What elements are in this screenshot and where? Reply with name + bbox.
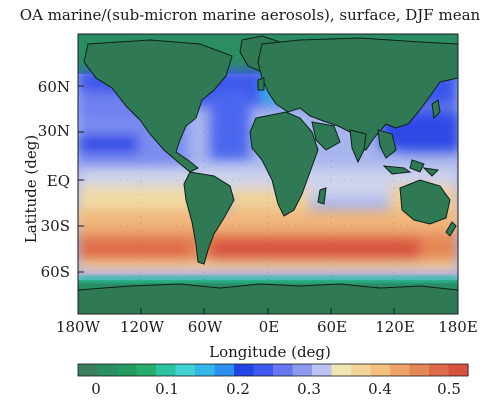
colorbar-swatch: [117, 364, 138, 376]
colorbar-swatch: [234, 364, 255, 376]
lon-tick-180e: 180E: [438, 318, 478, 336]
colorbar-swatch: [175, 364, 196, 376]
axis-ticks: [78, 85, 395, 314]
lon-tick-60w: 60W: [187, 318, 223, 336]
lat-tick-30s: 30S: [40, 217, 70, 235]
colorbar-tick-0.4: 0.4: [368, 380, 392, 398]
lat-tick-60n: 60N: [37, 78, 70, 96]
colorbar-swatch: [97, 364, 118, 376]
lon-tick-60e: 60E: [316, 318, 348, 336]
colorbar-swatch: [429, 364, 450, 376]
colorbar-swatch: [331, 364, 352, 376]
colorbar-tick-0.5: 0.5: [437, 380, 461, 398]
colorbar-swatch: [390, 364, 411, 376]
colorbar-swatch: [312, 364, 333, 376]
colorbar-swatch: [273, 364, 294, 376]
lat-tick-eq: EQ: [46, 172, 70, 190]
figure-title: OA marine/(sub-micron marine aerosols), …: [19, 6, 481, 24]
colorbar-swatch: [214, 364, 235, 376]
map-plot-area: [78, 34, 458, 314]
lon-tick-120e: 120E: [375, 318, 415, 336]
colorbar-swatch: [448, 364, 469, 376]
colorbar-swatch: [136, 364, 157, 376]
colorbar-tick-0.2: 0.2: [226, 380, 250, 398]
lat-tick-30n: 30N: [37, 122, 70, 140]
colorbar-swatch: [156, 364, 177, 376]
colorbar-swatch: [409, 364, 430, 376]
lon-tick-180w: 180W: [55, 318, 101, 336]
colorbar-swatch: [351, 364, 372, 376]
lon-tick-0e: 0E: [258, 318, 280, 336]
colorbar-swatch: [78, 364, 99, 376]
colorbar-frame: [77, 363, 469, 377]
lat-tick-60s: 60S: [40, 263, 70, 281]
colorbar-swatch: [292, 364, 313, 376]
colorbar-swatch: [195, 364, 216, 376]
colorbar-tick-0.3: 0.3: [297, 380, 321, 398]
lon-tick-120w: 120W: [119, 318, 165, 336]
colorbar-tick-0.1: 0.1: [155, 380, 179, 398]
colorbar-tick-0: 0: [91, 380, 101, 398]
land-masses: [78, 35, 458, 314]
x-axis-label: Longitude (deg): [209, 343, 331, 361]
colorbar-swatch: [370, 364, 391, 376]
colorbar: [77, 363, 469, 377]
colorbar-swatch: [253, 364, 274, 376]
graticule: [78, 34, 458, 314]
